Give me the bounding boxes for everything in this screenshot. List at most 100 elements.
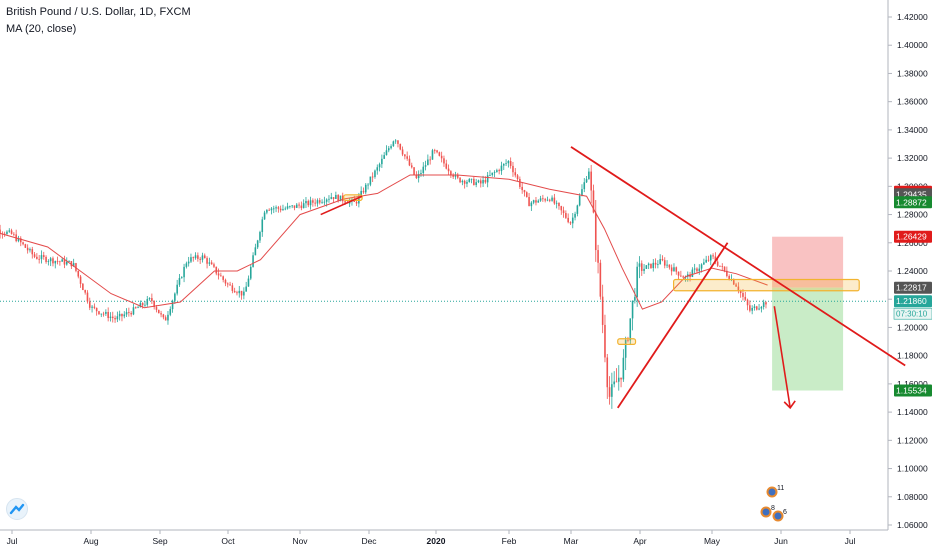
candle-down[interactable] xyxy=(535,200,537,203)
candle-down[interactable] xyxy=(59,261,61,263)
candle-down[interactable] xyxy=(128,312,130,313)
candle-up[interactable] xyxy=(116,316,119,320)
candle-down[interactable] xyxy=(279,208,282,211)
candle-down[interactable] xyxy=(314,202,316,204)
rising-trend-line[interactable] xyxy=(616,242,729,409)
candle-up[interactable] xyxy=(185,263,188,267)
candle-up[interactable] xyxy=(174,293,176,301)
candle-down[interactable] xyxy=(79,276,82,284)
candle-up[interactable] xyxy=(367,184,369,186)
candle-up[interactable] xyxy=(530,202,533,207)
candle-down[interactable] xyxy=(84,290,86,293)
candle-up[interactable] xyxy=(491,172,494,176)
candle-up[interactable] xyxy=(422,166,425,173)
candle-down[interactable] xyxy=(479,180,482,184)
candle-up[interactable] xyxy=(252,255,254,267)
candle-down[interactable] xyxy=(206,258,208,264)
candle-up[interactable] xyxy=(358,195,360,204)
candle-down[interactable] xyxy=(231,285,234,291)
candle-down[interactable] xyxy=(222,276,224,280)
candle-down[interactable] xyxy=(560,206,563,211)
candle-down[interactable] xyxy=(233,290,236,293)
candle-down[interactable] xyxy=(98,311,100,315)
candle-down[interactable] xyxy=(463,180,466,184)
candle-up[interactable] xyxy=(424,165,427,167)
candle-down[interactable] xyxy=(31,249,34,255)
candle-up[interactable] xyxy=(691,269,694,277)
candle-up[interactable] xyxy=(29,249,31,251)
candle-up[interactable] xyxy=(636,266,638,298)
candle-up[interactable] xyxy=(638,263,641,267)
candle-up[interactable] xyxy=(551,197,553,201)
candle-up[interactable] xyxy=(431,150,434,160)
candle-up[interactable] xyxy=(61,259,63,262)
candle-up[interactable] xyxy=(482,179,484,184)
candle-down[interactable] xyxy=(406,156,408,159)
candle-down[interactable] xyxy=(521,186,523,191)
candle-down[interactable] xyxy=(355,201,358,204)
candle-up[interactable] xyxy=(496,170,498,172)
candle-down[interactable] xyxy=(732,279,735,285)
candle-up[interactable] xyxy=(247,278,250,287)
candle-down[interactable] xyxy=(332,197,335,199)
candle-down[interactable] xyxy=(445,163,448,169)
candle-up[interactable] xyxy=(581,189,583,196)
candle-down[interactable] xyxy=(134,307,137,309)
candle-up[interactable] xyxy=(700,264,703,269)
candle-down[interactable] xyxy=(735,284,737,287)
candle-down[interactable] xyxy=(565,213,567,218)
candle-up[interactable] xyxy=(139,303,142,308)
candle-up[interactable] xyxy=(475,182,477,186)
candle-up[interactable] xyxy=(148,298,151,300)
candle-down[interactable] xyxy=(362,190,365,193)
candle-down[interactable] xyxy=(75,263,77,271)
candle-down[interactable] xyxy=(404,154,406,157)
candle-down[interactable] xyxy=(22,242,24,245)
candle-up[interactable] xyxy=(109,316,112,319)
candle-down[interactable] xyxy=(675,267,678,272)
price-axis[interactable] xyxy=(888,0,932,550)
candle-up[interactable] xyxy=(468,179,471,182)
candle-up[interactable] xyxy=(275,207,277,209)
candle-up[interactable] xyxy=(132,307,135,315)
candle-up[interactable] xyxy=(302,203,305,209)
candle-up[interactable] xyxy=(762,302,765,307)
candle-up[interactable] xyxy=(417,173,420,179)
candle-down[interactable] xyxy=(397,140,399,144)
candle-down[interactable] xyxy=(217,273,220,276)
candle-down[interactable] xyxy=(197,255,199,259)
candle-down[interactable] xyxy=(298,204,300,206)
candle-down[interactable] xyxy=(215,266,218,274)
candle-down[interactable] xyxy=(668,264,671,268)
candle-down[interactable] xyxy=(525,192,528,198)
candle-up[interactable] xyxy=(178,278,181,285)
candle-up[interactable] xyxy=(539,198,542,201)
candle-up[interactable] xyxy=(387,148,390,151)
candle-down[interactable] xyxy=(696,268,698,272)
candle-up[interactable] xyxy=(180,277,183,279)
candle-down[interactable] xyxy=(413,167,415,175)
candle-down[interactable] xyxy=(130,312,132,315)
candle-down[interactable] xyxy=(26,247,29,251)
candle-down[interactable] xyxy=(199,258,201,260)
candle-up[interactable] xyxy=(493,171,496,173)
candle-up[interactable] xyxy=(167,314,169,321)
candle-up[interactable] xyxy=(753,306,756,309)
small-trend-line[interactable] xyxy=(320,195,363,216)
candle-up[interactable] xyxy=(622,357,625,380)
candle-up[interactable] xyxy=(183,266,185,278)
candle-up[interactable] xyxy=(652,262,655,269)
candle-up[interactable] xyxy=(537,200,540,203)
candle-up[interactable] xyxy=(381,158,383,165)
candle-down[interactable] xyxy=(153,301,155,308)
candle-down[interactable] xyxy=(401,149,404,155)
candle-up[interactable] xyxy=(486,175,489,183)
candle-down[interactable] xyxy=(592,190,595,213)
candle-up[interactable] xyxy=(6,231,8,235)
candle-down[interactable] xyxy=(473,178,475,186)
candle-up[interactable] xyxy=(289,206,291,207)
candle-down[interactable] xyxy=(429,159,431,161)
candle-down[interactable] xyxy=(77,270,80,277)
candle-up[interactable] xyxy=(238,290,241,294)
candle-down[interactable] xyxy=(765,302,767,305)
